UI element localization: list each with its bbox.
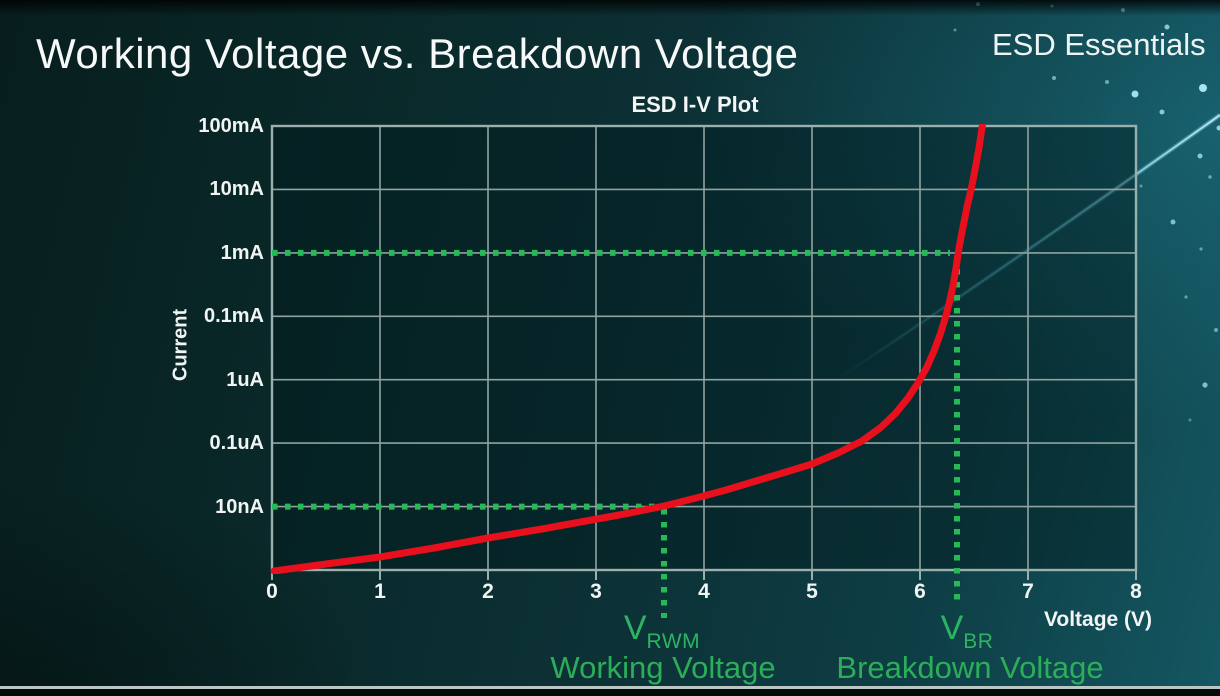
brand-watermark: ESD Essentials xyxy=(992,27,1206,62)
y-tick-100ma: 100mA xyxy=(198,115,264,137)
vbr-symbol-subscript: BR xyxy=(963,630,994,653)
y-tick-0p1ma: 0.1mA xyxy=(203,305,264,327)
top-shade-strip xyxy=(0,0,1220,16)
y-tick-1ua: 1uA xyxy=(226,369,264,391)
x-axis-title: Voltage (V) xyxy=(1043,608,1153,631)
guide-lines-dotted xyxy=(272,249,960,618)
y-tick-10na: 10nA xyxy=(215,496,264,518)
x-tick-3: 3 xyxy=(590,580,602,603)
y-axis-title: Current xyxy=(169,308,192,382)
y-tick-0p1ua: 0.1uA xyxy=(209,432,264,454)
breakdown-voltage-caption: Breakdown Voltage xyxy=(836,650,1104,685)
x-tick-2: 2 xyxy=(482,580,494,603)
vbr-symbol-v: V xyxy=(940,609,964,647)
vrwm-symbol: VRWM xyxy=(624,611,700,652)
background-swoosh-light-streak xyxy=(834,113,1220,382)
x-tick-4: 4 xyxy=(698,580,710,603)
chart-title: ESD I-V Plot xyxy=(631,92,759,117)
x-tick-5: 5 xyxy=(806,580,818,603)
bottom-divider-line xyxy=(0,686,1220,689)
x-tick-1: 1 xyxy=(374,580,386,603)
bottom-black-bar xyxy=(0,689,1220,696)
vbr-symbol: VBR xyxy=(941,611,994,652)
iv-curve xyxy=(270,124,987,574)
x-axis-tick-marks xyxy=(271,570,1137,580)
working-voltage-caption: Working Voltage xyxy=(550,650,776,685)
vrwm-symbol-subscript: RWM xyxy=(646,630,701,653)
slide-title: Working Voltage vs. Breakdown Voltage xyxy=(36,30,799,77)
vrwm-symbol-v: V xyxy=(623,609,647,647)
x-tick-6: 6 xyxy=(914,580,926,603)
x-tick-8: 8 xyxy=(1130,580,1142,603)
x-tick-0: 0 xyxy=(266,580,278,603)
y-tick-10ma: 10mA xyxy=(209,178,264,200)
y-tick-1ma: 1mA xyxy=(220,242,264,264)
x-tick-7: 7 xyxy=(1022,580,1034,603)
